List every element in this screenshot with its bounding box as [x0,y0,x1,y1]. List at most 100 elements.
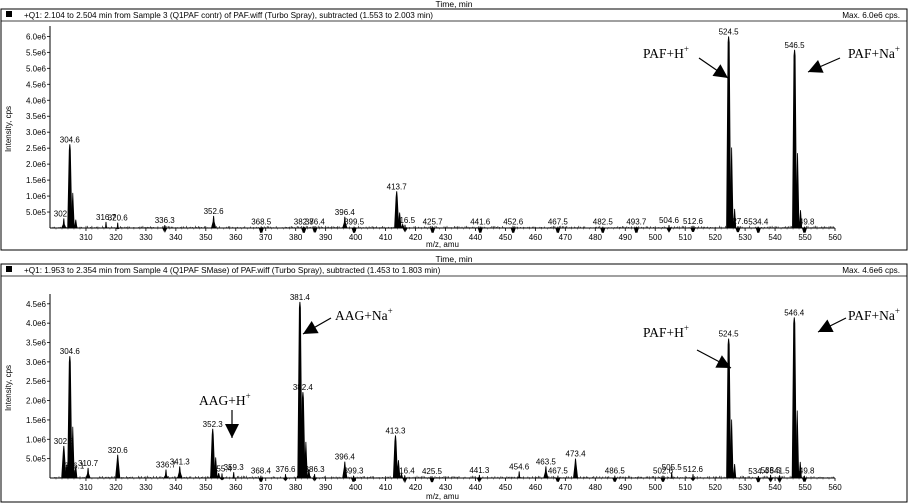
annotation-arrow-head [818,319,834,332]
peak-label: 336.7 [156,460,177,469]
peak-mark [177,466,183,479]
y-tick-label: 3.0e6 [26,358,47,367]
peak-label: 546.4 [784,308,805,317]
ion-annotation: PAF+H+ [643,44,689,61]
peak-mark [555,475,561,482]
isotope-peak [729,419,737,479]
y-tick-label: 3.0e6 [26,128,47,137]
x-tick-label: 520 [708,233,722,242]
peak-mark [430,226,436,233]
peak-mark [735,226,741,233]
x-tick-label: 410 [379,233,393,242]
x-tick-label: 490 [619,233,633,242]
peak-mark [394,191,400,229]
y-axis-label: Intensity, cps [4,365,13,411]
y-tick-label: 4.5e6 [26,300,47,309]
ion-annotation: PAF+H+ [643,323,689,340]
peak-mark [768,474,774,483]
y-tick-label: 4.0e6 [26,319,47,328]
y-tick-label: 4.0e6 [26,96,47,105]
peak-label: 441.6 [470,218,491,227]
ion-annotation-charge: + [684,44,689,54]
x-axis-label: m/z, amu [426,492,459,501]
peak-mark [660,475,666,482]
y-axis-label: Intensity, cps [4,106,13,152]
peak-label: 505.5 [662,463,683,472]
peak-label: 416.5 [395,216,416,225]
x-tick-label: 460 [529,483,543,492]
peak-mark [633,226,639,233]
panel-frame [0,263,908,503]
peak-mark [726,338,732,479]
peak-mark [219,473,225,481]
y-tick-label: 3.5e6 [26,112,47,121]
y-tick-label: 6.0e6 [26,32,47,41]
peak-label: 493.7 [626,218,647,227]
peak-mark [402,475,408,484]
peak-label: 534.4 [748,467,769,476]
ion-annotation-text: PAF+Na [848,308,895,323]
peak-label: 376.6 [275,465,296,474]
peak-mark [555,226,561,233]
peak-mark [669,472,674,479]
peak-label: 302.6 [54,437,75,446]
peak-label: 381.4 [290,293,311,302]
peak-label: 368.5 [251,218,272,227]
y-tick-label: 4.5e6 [26,80,47,89]
x-tick-label: 340 [169,483,183,492]
peak-mark [726,36,732,229]
peak-label: 352.3 [203,420,224,429]
peak-mark [777,475,783,483]
peak-label: 454.6 [509,462,530,471]
peak-mark [573,458,579,479]
peak-label: 512.6 [683,217,704,226]
x-tick-label: 480 [589,233,603,242]
peak-mark [163,469,169,479]
x-tick-label: 350 [199,483,213,492]
peak-mark [690,225,696,232]
peak-mark [792,49,798,229]
ion-annotation-text: PAF+H [643,325,684,340]
peak-mark [477,226,483,233]
spectrum-panel-1: +Q1: 2.104 to 2.504 min from Sample 3 (Q… [0,8,908,251]
peak-mark [115,454,121,479]
peak-mark [115,222,120,230]
peak-mark [342,461,348,479]
isotope-peak [70,192,78,229]
peak-label: 399.5 [344,218,365,227]
peak-label: 341.3 [170,457,191,466]
x-tick-label: 470 [559,233,573,242]
ion-annotation-text: PAF+Na [848,46,895,61]
isotope-peak [795,153,803,229]
annotation-arrow-head [712,64,728,78]
x-tick-label: 540 [768,233,782,242]
peak-label: 467.5 [548,467,569,476]
x-tick-label: 550 [798,483,812,492]
peak-label: 416.4 [395,466,416,475]
x-tick-label: 340 [169,233,183,242]
peak-label: 441.3 [469,466,490,475]
x-tick-label: 400 [349,483,363,492]
x-tick-label: 370 [259,483,273,492]
ion-annotation: PAF+Na+ [848,44,900,61]
ion-annotation-text: PAF+H [643,46,684,61]
peak-label: 524.5 [719,27,740,36]
peak-label: 304.6 [60,347,81,356]
max-intensity-label: Max. 6.0e6 cps. [842,11,900,20]
peak-mark [351,226,357,233]
x-tick-label: 530 [738,483,752,492]
header-marker-icon [6,266,12,272]
x-tick-label: 330 [139,233,153,242]
peak-label: 310.7 [78,459,99,468]
annotation-arrow-head [225,424,239,438]
peak-mark [231,472,236,479]
peak-mark [510,226,516,233]
peak-label: 486.5 [605,467,626,476]
top-time-label: Time, min [436,0,473,9]
peak-mark [283,474,288,482]
peak-mark [67,356,73,479]
x-tick-label: 420 [409,233,423,242]
peak-label: 452.6 [503,218,524,227]
